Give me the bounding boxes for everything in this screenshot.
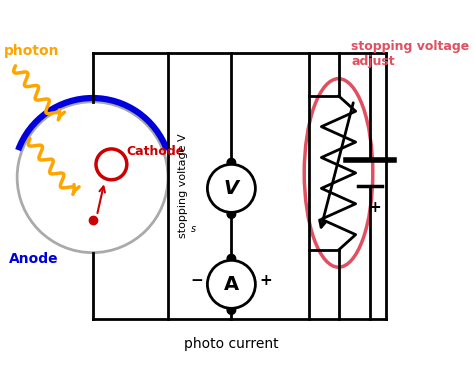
Text: photon: photon — [4, 44, 60, 58]
Text: +: + — [259, 272, 272, 288]
Text: stopping voltage
adjust: stopping voltage adjust — [351, 40, 470, 68]
Circle shape — [227, 158, 236, 167]
Text: Cathode: Cathode — [127, 145, 185, 158]
Text: Anode: Anode — [9, 251, 58, 266]
Text: +: + — [368, 200, 381, 215]
Text: s: s — [191, 224, 196, 234]
Circle shape — [208, 260, 255, 308]
Circle shape — [227, 210, 236, 218]
Circle shape — [227, 306, 236, 314]
Text: A: A — [224, 275, 239, 294]
Text: −: − — [191, 272, 203, 288]
Text: stopping voltage V: stopping voltage V — [178, 133, 188, 238]
Circle shape — [208, 164, 255, 212]
Text: V: V — [224, 179, 239, 198]
Circle shape — [227, 255, 236, 263]
Text: photo current: photo current — [184, 337, 279, 351]
